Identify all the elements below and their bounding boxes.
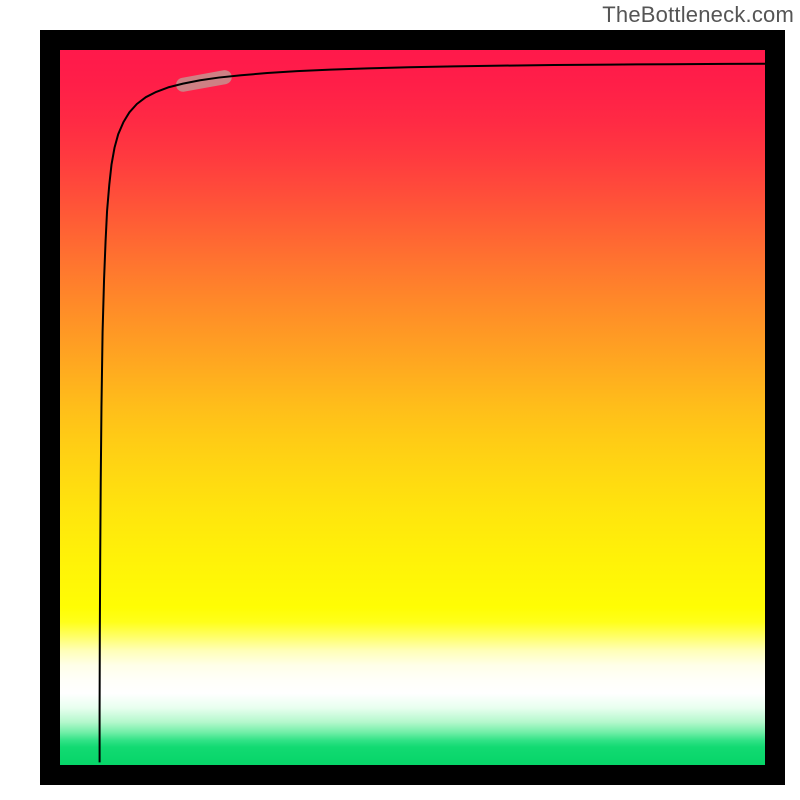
watermark-text: TheBottleneck.com [602,2,794,28]
gradient-background [60,50,765,765]
chart-canvas: TheBottleneck.com [0,0,800,800]
chart-svg [0,0,800,800]
